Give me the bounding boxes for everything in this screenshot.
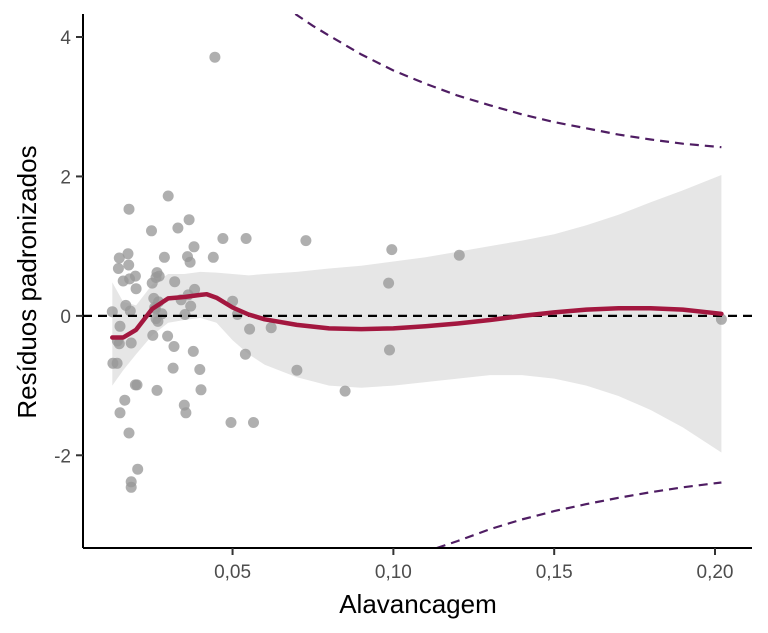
data-point bbox=[207, 251, 219, 263]
y-tick-label: 2 bbox=[60, 167, 71, 188]
y-tick-label: 0 bbox=[60, 307, 71, 328]
data-point bbox=[153, 270, 165, 282]
y-tick-label: -2 bbox=[54, 446, 71, 467]
data-point bbox=[158, 251, 170, 263]
x-tick-label: 0,10 bbox=[375, 562, 412, 583]
data-point bbox=[240, 233, 252, 244]
data-point bbox=[183, 214, 195, 226]
data-point bbox=[180, 407, 192, 419]
data-point bbox=[123, 427, 135, 439]
data-point bbox=[168, 341, 180, 352]
data-point bbox=[113, 338, 125, 350]
data-point bbox=[195, 384, 207, 396]
x-tick-label: 0,15 bbox=[536, 562, 573, 583]
data-point bbox=[194, 364, 206, 375]
cook-contour-upper bbox=[294, 14, 722, 149]
data-point bbox=[169, 276, 181, 288]
points-layer bbox=[106, 51, 727, 493]
data-point bbox=[114, 407, 126, 419]
cook-distance-layer bbox=[294, 14, 722, 548]
data-point bbox=[184, 256, 196, 268]
data-point bbox=[123, 203, 135, 215]
data-point bbox=[453, 249, 465, 261]
data-point bbox=[185, 300, 197, 312]
data-point bbox=[119, 394, 131, 406]
data-point bbox=[339, 385, 351, 397]
data-point bbox=[125, 337, 137, 349]
y-axis-title: Resíduos padronizados bbox=[12, 145, 42, 418]
data-point bbox=[265, 322, 277, 334]
data-point bbox=[189, 283, 201, 295]
data-point bbox=[146, 225, 157, 237]
axes-layer: -2 0 2 4 0,05 0,10 0,15 0,20 bbox=[54, 14, 752, 583]
data-point bbox=[209, 51, 221, 63]
data-point bbox=[111, 357, 123, 369]
data-point bbox=[124, 305, 136, 317]
data-point bbox=[123, 259, 135, 271]
data-point bbox=[147, 329, 159, 341]
data-point bbox=[113, 252, 125, 264]
data-point bbox=[162, 190, 174, 202]
data-point bbox=[239, 348, 251, 360]
data-point bbox=[112, 263, 124, 274]
y-tick-label: 4 bbox=[60, 28, 71, 49]
x-tick-label: 0,05 bbox=[214, 562, 251, 583]
data-point bbox=[156, 308, 168, 320]
data-point bbox=[106, 306, 118, 318]
data-point bbox=[187, 345, 199, 357]
data-point bbox=[300, 235, 312, 247]
data-point bbox=[132, 463, 144, 475]
data-point bbox=[291, 364, 303, 376]
data-point bbox=[225, 417, 237, 428]
data-point bbox=[129, 270, 141, 282]
confidence-band-layer bbox=[112, 175, 722, 453]
smooth-line-layer bbox=[110, 291, 724, 340]
data-point bbox=[114, 320, 126, 332]
data-point bbox=[151, 384, 163, 396]
cook-contour-lower bbox=[436, 481, 722, 548]
data-point bbox=[130, 283, 142, 295]
data-point bbox=[386, 244, 398, 256]
confidence-band bbox=[112, 175, 722, 453]
data-point bbox=[244, 323, 256, 335]
data-point bbox=[162, 330, 174, 342]
x-axis-title: Alavancagem bbox=[339, 589, 497, 619]
data-point bbox=[131, 379, 143, 391]
data-point bbox=[188, 241, 200, 253]
x-tick-label: 0,20 bbox=[697, 562, 734, 583]
data-point bbox=[248, 417, 259, 428]
data-point bbox=[179, 309, 191, 320]
data-point bbox=[122, 248, 134, 260]
data-point bbox=[384, 344, 395, 356]
data-point bbox=[217, 233, 229, 244]
data-point bbox=[125, 481, 137, 493]
smooth-line bbox=[110, 291, 724, 340]
data-point bbox=[167, 362, 179, 374]
data-point bbox=[383, 277, 395, 289]
data-point bbox=[172, 222, 184, 234]
